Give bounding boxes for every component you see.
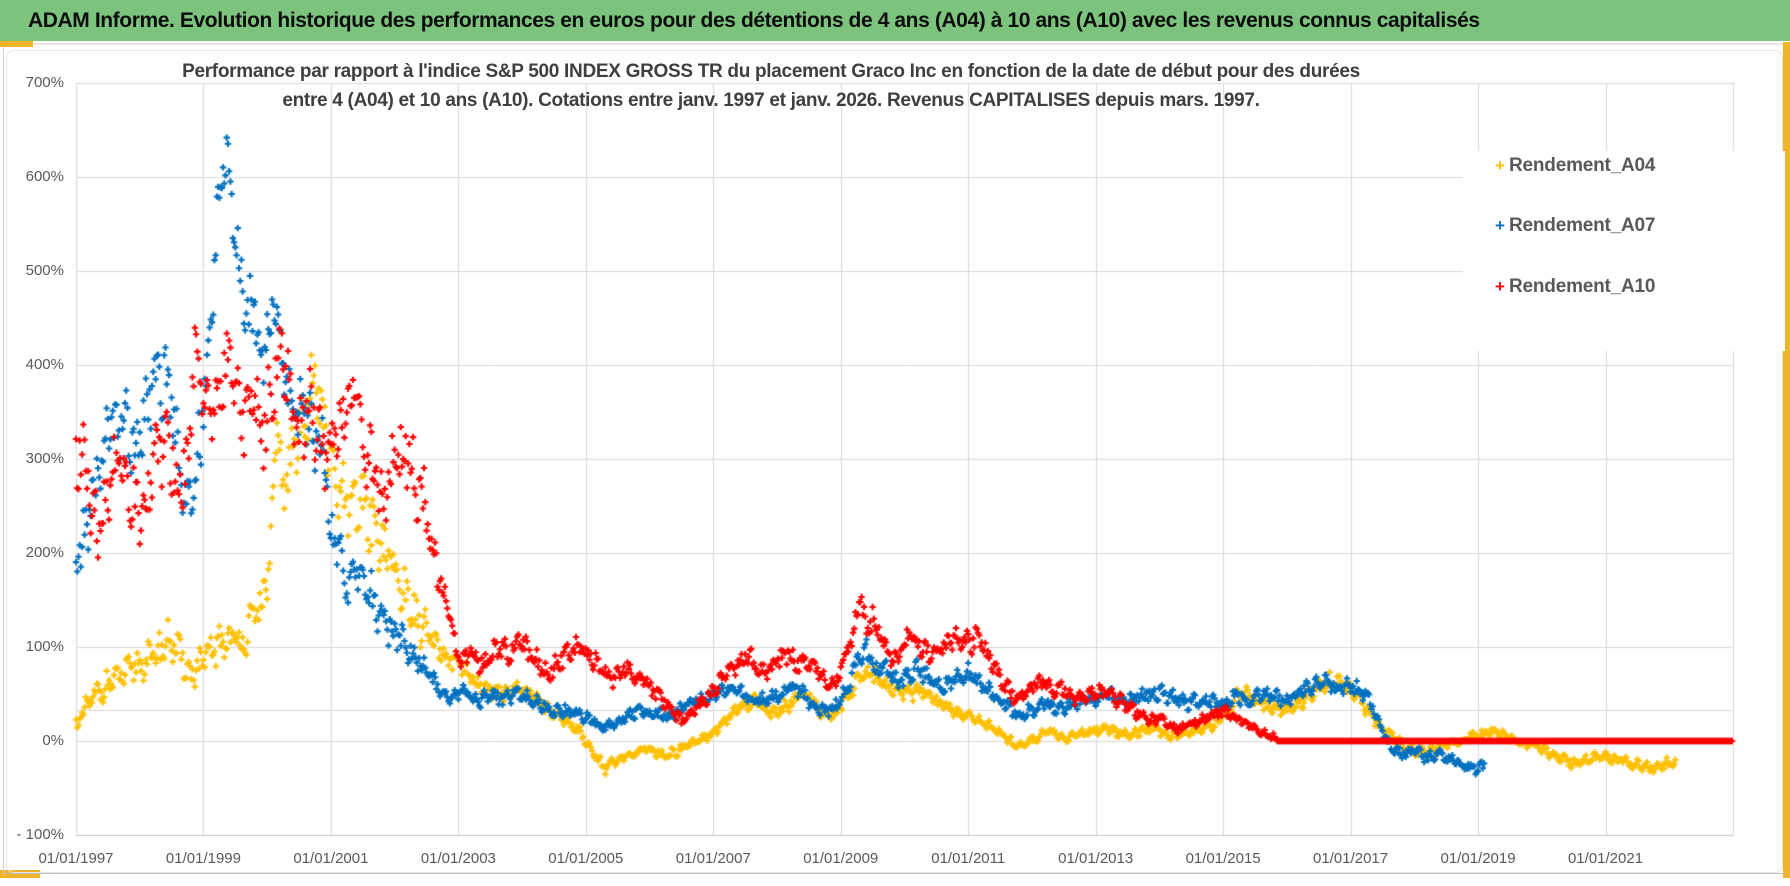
legend-label: Rendement_A07 xyxy=(1509,215,1656,236)
x-axis-tick-label: 01/01/2017 xyxy=(1313,850,1389,867)
y-axis-tick-label: 700% xyxy=(25,74,64,91)
y-axis-tick-label: 200% xyxy=(25,544,64,561)
y-axis-tick-label: 0% xyxy=(42,732,64,749)
chart-legend: + Rendement_A04 + Rendement_A07 + Rendem… xyxy=(1463,151,1785,351)
x-axis-tick-label: 01/01/1999 xyxy=(165,850,241,867)
chart-title-line2: entre 4 (A04) et 10 ans (A10). Cotations… xyxy=(282,90,1260,111)
plus-marker-icon: + xyxy=(1495,277,1505,296)
plus-marker-icon: + xyxy=(1495,156,1505,175)
x-axis-tick-label: 01/01/2009 xyxy=(803,850,879,867)
legend-label: Rendement_A10 xyxy=(1509,276,1656,297)
x-axis-tick-label: 01/01/2013 xyxy=(1058,850,1134,867)
chart-title: Performance par rapport à l'indice S&P 5… xyxy=(76,57,1466,115)
chart-title-line1: Performance par rapport à l'indice S&P 5… xyxy=(182,61,1360,82)
x-axis-tick-label: 01/01/2007 xyxy=(675,850,751,867)
x-axis-tick-label: 01/01/1997 xyxy=(38,850,114,867)
x-axis-tick-label: 01/01/2003 xyxy=(420,850,496,867)
legend-item-a04: + Rendement_A04 xyxy=(1463,151,1785,181)
y-axis-tick-label: 600% xyxy=(25,168,64,185)
y-axis-tick-label: 300% xyxy=(25,450,64,467)
legend-item-a10: + Rendement_A10 xyxy=(1463,272,1785,302)
y-axis-tick-label: - 100% xyxy=(16,826,64,843)
legend-item-a07: + Rendement_A07 xyxy=(1463,211,1785,241)
legend-label: Rendement_A04 xyxy=(1509,155,1656,176)
x-axis-tick-label: 01/01/2005 xyxy=(548,850,624,867)
y-axis-tick-label: 500% xyxy=(25,262,64,279)
x-axis-tick-label: 01/01/2011 xyxy=(931,850,1006,867)
y-axis-tick-label: 100% xyxy=(25,638,64,655)
x-axis-tick-label: 01/01/2001 xyxy=(293,850,369,867)
y-axis-tick-label: 400% xyxy=(25,356,64,373)
x-axis-tick-label: 01/01/2019 xyxy=(1440,850,1516,867)
plus-marker-icon: + xyxy=(1495,216,1505,235)
x-axis-tick-label: 01/01/2015 xyxy=(1185,850,1261,867)
x-axis-tick-label: 01/01/2021 xyxy=(1567,850,1644,867)
